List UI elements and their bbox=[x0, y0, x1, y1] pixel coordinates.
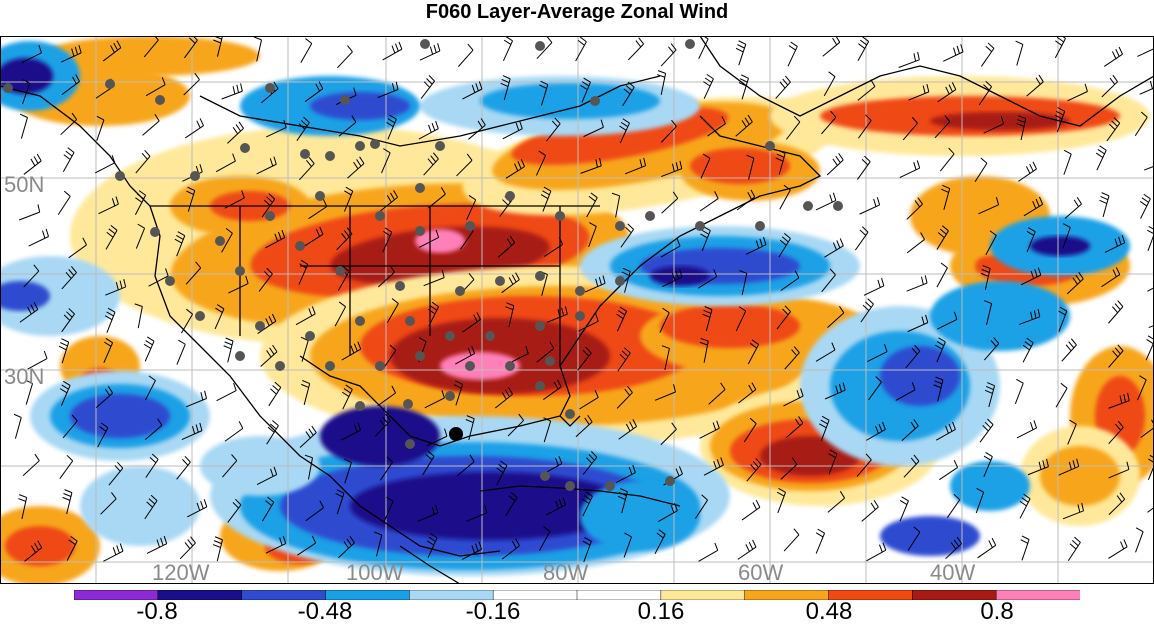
station-dot bbox=[115, 171, 125, 181]
station-dot bbox=[370, 139, 380, 149]
station-dot bbox=[415, 351, 425, 361]
station-dot bbox=[685, 39, 695, 49]
station-dot bbox=[545, 356, 555, 366]
station-dot bbox=[465, 361, 475, 371]
anomaly-contour bbox=[1030, 236, 1090, 256]
station-dot bbox=[495, 276, 505, 286]
station-dot bbox=[375, 361, 385, 371]
station-dot bbox=[575, 311, 585, 321]
anomaly-contour bbox=[650, 266, 710, 286]
wind-anomaly-map: 50N 30N 120W 100W 80W 60W 40W bbox=[0, 36, 1154, 584]
lon-label-80w: 80W bbox=[543, 560, 588, 584]
anomaly-contour bbox=[1040, 446, 1120, 506]
lon-label-60w: 60W bbox=[738, 560, 783, 584]
highlighted-station-dot bbox=[449, 427, 463, 441]
station-dot bbox=[765, 141, 775, 151]
station-dot bbox=[565, 481, 575, 491]
station-dot bbox=[755, 221, 765, 231]
station-dot bbox=[575, 286, 585, 296]
lon-label-40w: 40W bbox=[930, 560, 975, 584]
anomaly-contour bbox=[80, 466, 200, 546]
anomaly-contour bbox=[690, 148, 790, 184]
station-dot bbox=[803, 201, 813, 211]
station-dot bbox=[505, 361, 515, 371]
station-dot bbox=[465, 221, 475, 231]
colorbar bbox=[74, 590, 1080, 600]
anomaly-contour bbox=[930, 281, 1070, 351]
station-dot bbox=[325, 361, 335, 371]
station-dot bbox=[240, 143, 250, 153]
map-title: F060 Layer-Average Zonal Wind bbox=[0, 0, 1154, 24]
station-dot bbox=[215, 236, 225, 246]
station-dot bbox=[235, 351, 245, 361]
station-dot bbox=[355, 316, 365, 326]
station-dot bbox=[195, 311, 205, 321]
station-dot bbox=[255, 321, 265, 331]
anomaly-contour bbox=[320, 406, 440, 466]
station-dot bbox=[420, 39, 430, 49]
anomaly-contour bbox=[5, 526, 75, 566]
station-dot bbox=[645, 211, 655, 221]
station-dot bbox=[405, 316, 415, 326]
station-dot bbox=[265, 211, 275, 221]
station-dot bbox=[315, 191, 325, 201]
lat-label-30n: 30N bbox=[4, 364, 44, 389]
anomaly-contour bbox=[310, 92, 410, 120]
station-dot bbox=[275, 361, 285, 371]
station-dot bbox=[590, 96, 600, 106]
station-dot bbox=[155, 95, 165, 105]
station-dot bbox=[833, 201, 843, 211]
station-dot bbox=[445, 331, 455, 341]
station-dot bbox=[535, 41, 545, 51]
anomaly-contour bbox=[930, 112, 1070, 130]
station-dot bbox=[165, 276, 175, 286]
station-dot bbox=[665, 476, 675, 486]
station-dot bbox=[445, 391, 455, 401]
station-dot bbox=[403, 399, 413, 409]
station-dot bbox=[535, 271, 545, 281]
station-dot bbox=[325, 151, 335, 161]
anomaly-contour bbox=[880, 346, 960, 406]
station-dot bbox=[265, 83, 275, 93]
station-dot bbox=[150, 227, 160, 237]
anomaly-contour bbox=[880, 516, 980, 556]
station-dot bbox=[405, 439, 415, 449]
station-dot bbox=[395, 281, 405, 291]
station-dot bbox=[695, 221, 705, 231]
station-dot bbox=[3, 83, 13, 93]
station-dot bbox=[300, 149, 310, 159]
station-dot bbox=[235, 266, 245, 276]
station-dot bbox=[615, 276, 625, 286]
station-dot bbox=[605, 481, 615, 491]
station-dot bbox=[415, 226, 425, 236]
station-dot bbox=[455, 286, 465, 296]
station-dot bbox=[435, 141, 445, 151]
station-dot bbox=[335, 266, 345, 276]
station-dot bbox=[505, 191, 515, 201]
station-dot bbox=[615, 221, 625, 231]
station-dot bbox=[305, 331, 315, 341]
station-dot bbox=[535, 321, 545, 331]
station-dot bbox=[555, 211, 565, 221]
station-dot bbox=[355, 141, 365, 151]
station-dot bbox=[190, 171, 200, 181]
lon-label-100w: 100W bbox=[346, 560, 404, 584]
station-dot bbox=[415, 183, 425, 193]
station-dot bbox=[565, 409, 575, 419]
lat-label-50n: 50N bbox=[4, 172, 44, 197]
station-dot bbox=[355, 401, 365, 411]
station-dot bbox=[295, 241, 305, 251]
station-dot bbox=[540, 471, 550, 481]
station-dot bbox=[375, 211, 385, 221]
station-dot bbox=[535, 381, 545, 391]
station-dot bbox=[105, 79, 115, 89]
station-dot bbox=[340, 95, 350, 105]
station-dot bbox=[485, 331, 495, 341]
lon-label-120w: 120W bbox=[152, 560, 210, 584]
